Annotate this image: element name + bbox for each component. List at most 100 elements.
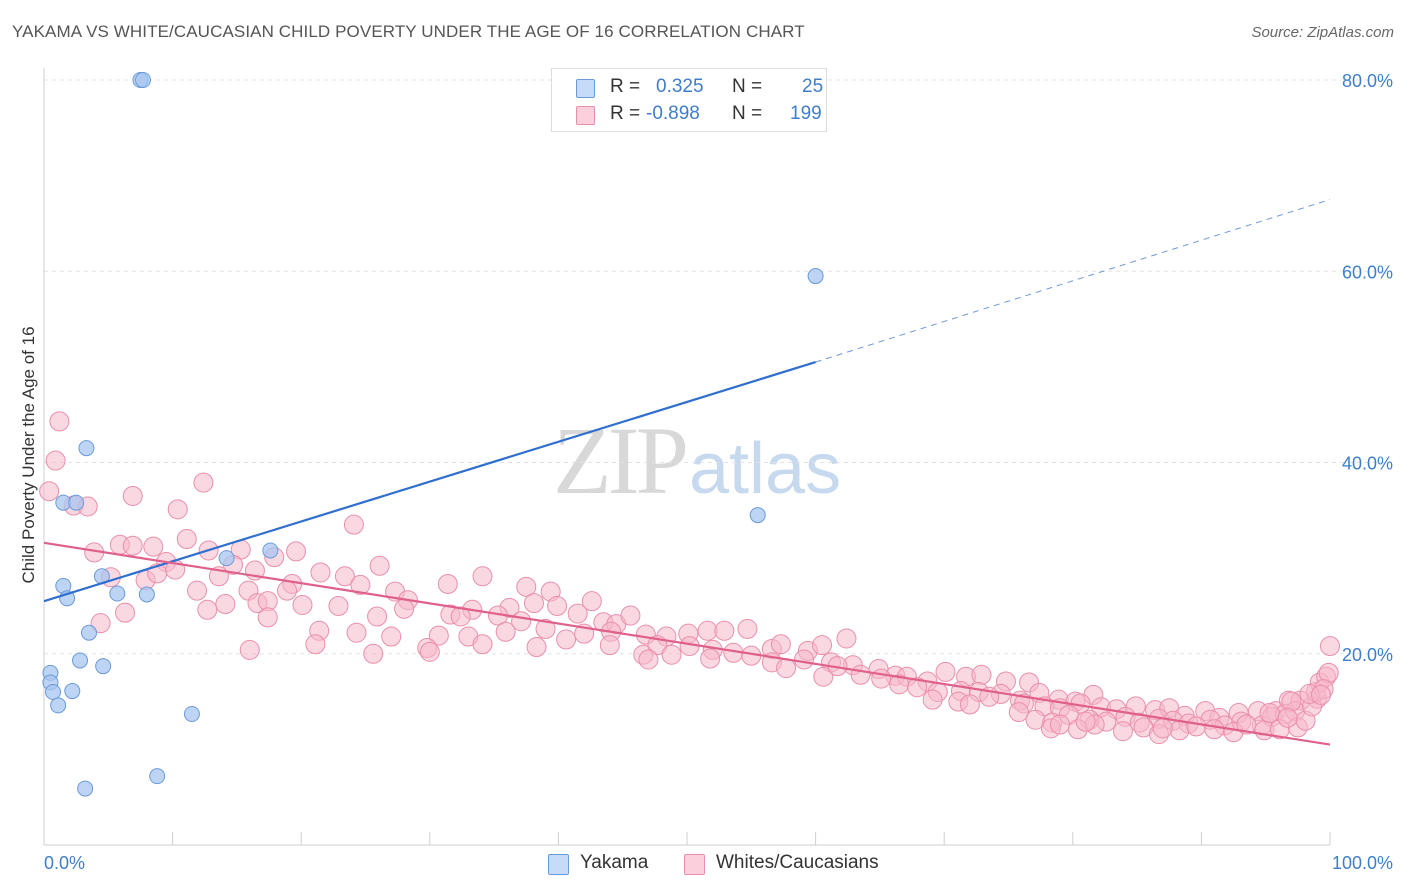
watermark-zip: ZIP [553,407,689,514]
yakama-point [50,697,67,714]
white-caucasian-point [1008,702,1029,723]
tick-labels: 20.0% 40.0% 60.0% 80.0% 0.0% 100.0% [44,71,1393,873]
white-caucasian-point [197,599,218,620]
axes [43,68,1331,846]
white-caucasian-point [770,634,791,655]
white-caucasian-point [959,694,980,715]
white-caucasian-point [661,644,682,665]
white-caucasian-point [523,593,544,614]
white-caucasian-point [1236,714,1257,735]
white-caucasian-point [90,613,111,634]
white-caucasian-point [620,605,641,626]
white-caucasian-point [292,594,313,615]
white-caucasian-point [305,634,326,655]
white-caucasian-point [369,555,390,576]
yakama-point [149,768,166,785]
watermark: ZIPatlas [553,405,841,516]
white-caucasian-point [346,622,367,643]
yakama-point [109,585,126,602]
white-caucasian-point [122,535,143,556]
white-caucasian-point [599,635,620,656]
bottom-legend-swatch-white [684,854,705,875]
white-caucasian-point [257,607,278,628]
white-caucasian-point [419,641,440,662]
white-caucasian-point [381,626,402,647]
white-caucasian-point [187,580,208,601]
white-caucasian-point [556,629,577,650]
white-caucasian-point [343,514,364,535]
trend-lines [43,199,1331,746]
y-tick-label: 40.0% [1342,454,1393,474]
yakama-point [218,550,235,567]
white-caucasian-point [363,643,384,664]
x-tick-label: 0.0% [44,853,85,873]
white-caucasian-point [45,450,66,471]
correlation-legend: R = 0.325 N = 25 R = -0.898 N = 199 [551,68,827,132]
yakama-point [807,268,824,285]
white-caucasian-point [871,668,892,689]
legend-r-label: R = [610,76,641,97]
white-caucasian-point [1281,691,1302,712]
chart-title: YAKAMA VS WHITE/CAUCASIAN CHILD POVERTY … [12,22,805,41]
white-caucasian-point [1169,720,1190,741]
white-caucasian-point [437,573,458,594]
legend-n-label: N = [732,103,763,124]
yakama-point [64,683,81,700]
white-caucasian-point [215,594,236,615]
white-caucasian-point [277,580,298,601]
white-caucasian-point [516,576,537,597]
white-caucasian-point [547,595,568,616]
white-caucasian-point [286,541,307,562]
yakama-trend-line [43,361,816,603]
white-caucasian-point [700,648,721,669]
white-caucasian-point [143,536,164,557]
white-caucasian-point [1152,718,1173,739]
white-caucasian-point [39,481,60,502]
white-caucasian-point [836,628,857,649]
white-caucasian-point [167,499,188,520]
yakama-trend-extension [815,199,1331,363]
white-caucasian-point [1310,684,1331,705]
legend-n-value: 199 [790,103,822,124]
white-caucasian-point [935,661,956,682]
white-caucasian-point [850,664,871,685]
white-caucasian-point [122,485,143,506]
yakama-point [72,652,89,669]
yakama-point [95,658,112,675]
white-caucasian-point [1204,719,1225,740]
white-caucasian-point [310,562,331,583]
white-caucasian-point [472,566,493,587]
legend-swatch-yakama [576,79,595,98]
white-caucasian-point [737,618,758,639]
white-caucasian-point [495,621,516,642]
white-caucasian-point [334,566,355,587]
legend-swatch-white [576,106,595,125]
legend-r-label: R = [610,103,641,124]
white-caucasian-point [176,529,197,549]
yakama-point [135,72,152,88]
white-caucasian-point [907,677,928,698]
white-caucasian-point [367,606,388,627]
white-caucasian-point [971,664,992,685]
x-tick-label: 100.0% [1332,853,1393,873]
yakama-point [262,542,279,559]
yakama-point [749,507,766,524]
white-caucasian-point [813,666,834,687]
legend-n-value: 25 [802,76,824,97]
white-caucasian-point [239,639,260,660]
white-caucasian-point [328,595,349,616]
source-credit: Source: ZipAtlas.com [1251,24,1394,41]
yakama-point [81,624,98,641]
white-caucasian-point [115,602,136,623]
white-caucasian-point [526,637,547,658]
white-caucasian-point [581,591,602,612]
yakama-points [42,72,824,797]
yakama-point [77,780,94,797]
yakama-point [78,440,95,457]
white-caucasian-point [1320,636,1340,657]
white-caucasian-point [714,620,735,641]
white-caucasian-point [697,620,718,641]
watermark-atlas: atlas [689,429,842,509]
bottom-legend-label-white: Whites/Caucasians [716,852,879,873]
